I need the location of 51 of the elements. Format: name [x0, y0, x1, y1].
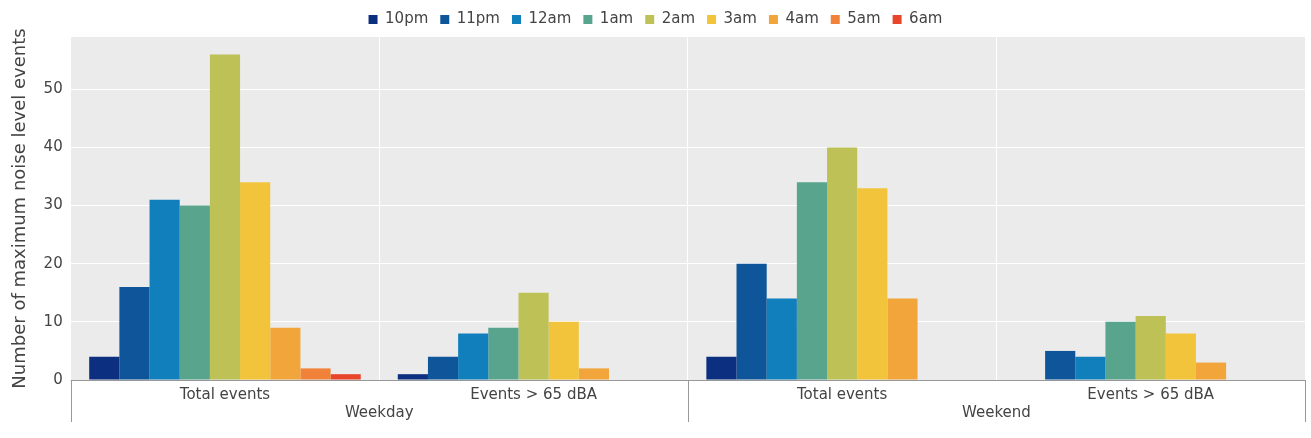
bar	[89, 356, 120, 380]
bar	[179, 205, 210, 380]
bar	[1105, 321, 1136, 380]
y-tick-label: 0	[53, 369, 63, 388]
legend-label: 1am	[599, 9, 634, 28]
bar	[736, 263, 767, 380]
bar	[827, 147, 858, 380]
bar	[1165, 333, 1196, 380]
bar	[270, 327, 301, 380]
bar	[766, 298, 797, 380]
legend-label: 5am	[847, 9, 881, 28]
legend-label: 12am	[528, 9, 572, 28]
bar	[796, 182, 828, 380]
bar	[397, 374, 428, 380]
legend-label: 6am	[909, 9, 943, 28]
bar	[1075, 356, 1106, 380]
legend-label: 4am	[785, 9, 819, 28]
legend-label: 2am	[661, 9, 696, 28]
y-tick-label: 10	[43, 311, 63, 330]
legend-label: 11pm	[456, 9, 500, 28]
text: Weekend	[962, 402, 1031, 421]
x-tick-label: Total events	[795, 384, 888, 403]
bar	[240, 182, 271, 380]
bar	[548, 321, 579, 380]
y-tick-label: 20	[43, 253, 63, 272]
text: Weekday	[344, 402, 414, 421]
bar	[427, 356, 459, 380]
bar	[518, 292, 549, 380]
y-tick-label: 50	[43, 79, 63, 98]
bar	[488, 327, 519, 380]
bar	[1045, 350, 1076, 380]
y-tick-label: 30	[43, 195, 63, 214]
bar	[1195, 362, 1227, 380]
x-tick-label: Total events	[178, 384, 271, 403]
y-axis-title: Number of maximum noise level events	[8, 28, 30, 389]
bar	[1135, 316, 1166, 380]
bar	[706, 356, 737, 380]
bar	[330, 374, 361, 380]
bar	[300, 368, 331, 380]
x-tick-label: Events > 65 dBA	[1087, 384, 1215, 403]
bar	[149, 199, 180, 380]
x-tick-label: Events > 65 dBA	[470, 384, 598, 403]
bar	[209, 54, 241, 380]
legend-label: 3am	[723, 9, 757, 28]
bar	[458, 333, 489, 380]
bar	[857, 188, 888, 380]
y-tick-label: 40	[43, 137, 63, 156]
bar	[887, 298, 918, 380]
legend-label: 10pm	[385, 9, 429, 28]
bar	[578, 368, 609, 380]
bar	[119, 286, 150, 380]
